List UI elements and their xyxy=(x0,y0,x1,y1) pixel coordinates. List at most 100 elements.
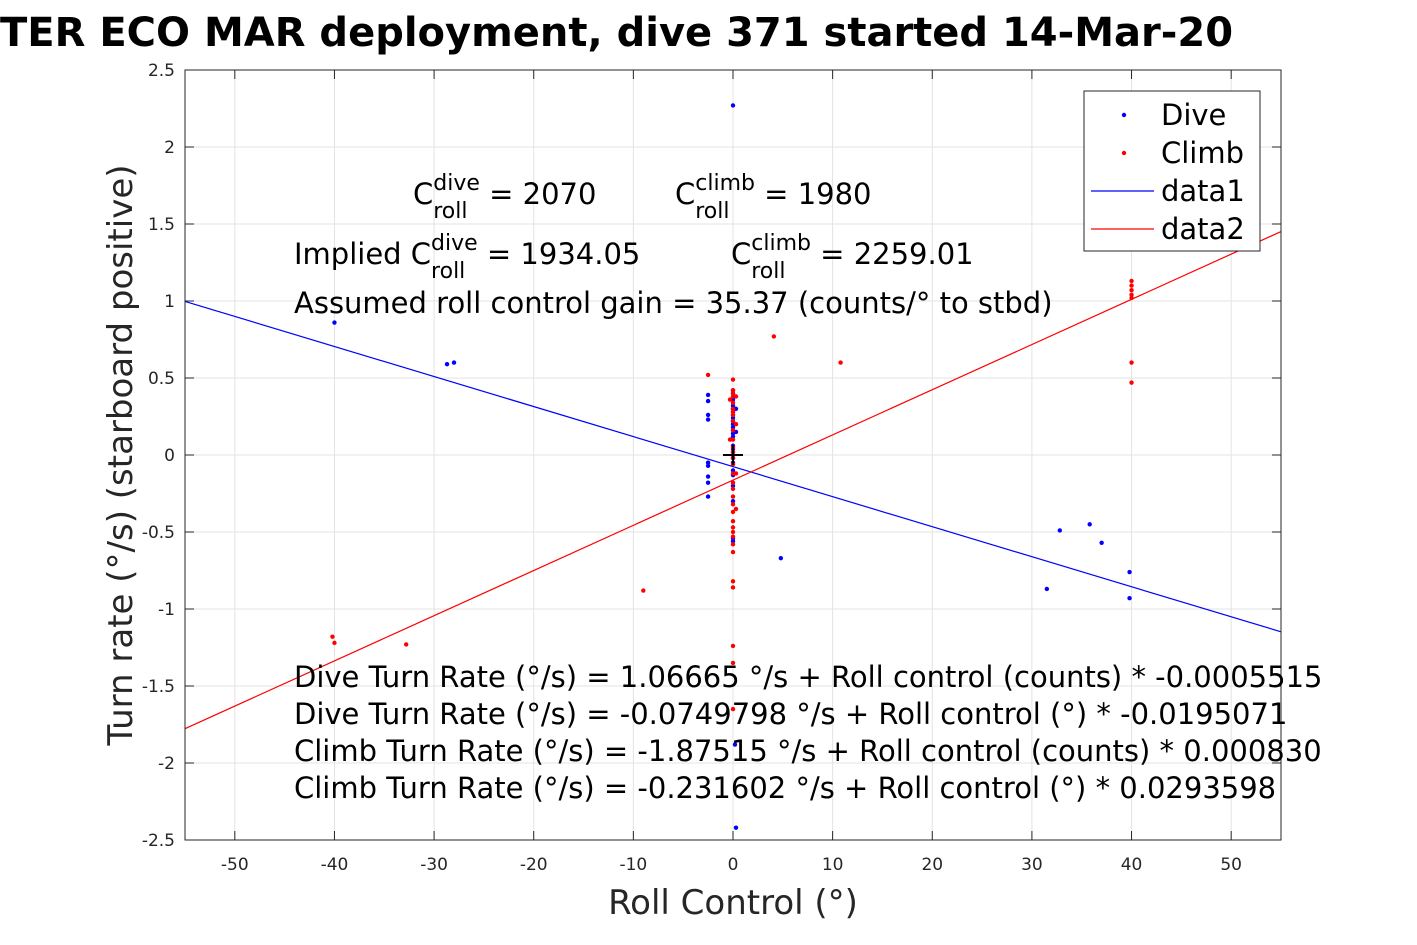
x-tick-label: 0 xyxy=(728,855,739,875)
dive-point xyxy=(705,474,711,479)
climb-point xyxy=(733,506,739,512)
dive-point xyxy=(705,398,711,404)
dive-point xyxy=(444,361,450,367)
x-tick-label: -20 xyxy=(520,855,548,875)
climb-point xyxy=(730,706,736,712)
legend-label: Dive xyxy=(1161,98,1226,132)
climb-point xyxy=(730,519,736,524)
plot-frame xyxy=(184,69,1282,841)
regression-equation: Climb Turn Rate (°/s) = -0.231602 °/s + … xyxy=(294,771,1276,805)
climb-point xyxy=(730,428,736,433)
climb-point xyxy=(1129,292,1134,298)
fit-lines xyxy=(184,230,1282,730)
climb-point xyxy=(403,642,409,647)
climb-point xyxy=(727,397,733,402)
climb-point xyxy=(838,360,843,365)
y-tick-labels: 2.5 2 1.5 1 0.5 0 -0.5 -1 -1.5 -2 -2.5 xyxy=(142,61,175,851)
legend-label: data2 xyxy=(1161,212,1245,246)
climb-point xyxy=(730,418,736,424)
climb-point xyxy=(705,372,711,378)
dive-point xyxy=(1127,569,1132,575)
dive-point xyxy=(1127,596,1132,601)
x-tick-label: 10 xyxy=(822,855,844,875)
climb-point xyxy=(730,660,736,666)
dive-point xyxy=(1057,528,1063,533)
x-axis-label: Roll Control (°) xyxy=(608,883,858,923)
climb-point xyxy=(1129,288,1134,293)
climb-point xyxy=(1129,380,1134,385)
dive-point xyxy=(730,434,736,439)
dive-point xyxy=(730,403,736,408)
regression-equation: Dive Turn Rate (°/s) = 1.06665 °/s + Rol… xyxy=(294,660,1322,694)
dive-point xyxy=(730,103,736,108)
y-tick-label: -0.5 xyxy=(142,523,175,543)
c-roll-dive: Cdive roll = 2070 xyxy=(413,171,596,224)
dive-point xyxy=(733,825,739,830)
climb-point xyxy=(730,579,736,584)
dive-point xyxy=(778,555,784,561)
legend-marker xyxy=(1121,112,1127,118)
y-axis-label: Turn rate (°/s) (starboard positive) xyxy=(101,164,141,746)
x-tick-label: 30 xyxy=(1021,855,1043,875)
climb-point xyxy=(730,534,736,539)
x-tick-label: 20 xyxy=(921,855,943,875)
climb-point xyxy=(730,400,736,405)
climb-point xyxy=(730,409,736,415)
climb-point xyxy=(332,640,337,646)
dive-point xyxy=(730,425,736,430)
legend-marker xyxy=(1121,150,1127,156)
roll-gain-text: Assumed roll control gain = 35.37 (count… xyxy=(294,286,1053,320)
climb-point xyxy=(1129,360,1134,365)
climb-point xyxy=(730,585,736,590)
x-tick-label: -10 xyxy=(619,855,647,875)
dive-point xyxy=(1044,586,1050,592)
y-tick-label: 0.5 xyxy=(148,369,175,389)
climb-point xyxy=(730,502,736,507)
climb-point xyxy=(733,422,739,427)
climb-point xyxy=(641,588,646,593)
climb-point xyxy=(733,394,739,399)
regression-equation: Climb Turn Rate (°/s) = -1.87515 °/s + R… xyxy=(294,734,1322,768)
dive-point xyxy=(705,417,711,422)
climb-point xyxy=(771,334,777,339)
x-tick-label: -50 xyxy=(221,855,249,875)
y-tick-label: 1 xyxy=(164,292,175,312)
climb-point xyxy=(730,391,736,396)
dive-point xyxy=(730,539,736,544)
x-tick-label: -30 xyxy=(420,855,448,875)
dive-point xyxy=(705,480,711,485)
climb-point xyxy=(730,412,736,418)
climb-point xyxy=(727,437,733,442)
y-tick-label: -1.5 xyxy=(142,677,175,697)
dive-point xyxy=(705,412,711,418)
y-tick-label: -2 xyxy=(158,754,175,774)
y-tick-label: 2.5 xyxy=(148,61,175,81)
climb-point xyxy=(730,406,736,411)
climb-point xyxy=(730,542,736,547)
legend-label: data1 xyxy=(1161,174,1245,208)
regression-equation: Dive Turn Rate (°/s) = -0.0749798 °/s + … xyxy=(294,697,1287,731)
climb-point xyxy=(330,634,335,639)
chart-title: TER ECO MAR deployment, dive 371 started… xyxy=(0,10,1233,56)
dive-point xyxy=(705,460,711,465)
y-tick-label: 2 xyxy=(164,138,175,158)
climb-point xyxy=(730,377,736,382)
dive-point xyxy=(451,360,457,365)
dive-point xyxy=(705,392,711,398)
climb-point xyxy=(733,471,739,476)
y-tick-label: 1.5 xyxy=(148,215,175,235)
dive-point xyxy=(732,742,738,747)
climb-point xyxy=(1129,283,1134,288)
dive-point xyxy=(730,499,736,504)
dive-point xyxy=(1087,522,1092,527)
x-tick-label: 50 xyxy=(1220,855,1242,875)
x-tick-label: -40 xyxy=(321,855,349,875)
fit-line-data1 xyxy=(184,300,1282,633)
climb-point xyxy=(730,480,736,485)
legend-label: Climb xyxy=(1161,136,1244,170)
fit-line-data2 xyxy=(184,230,1282,730)
climb-point xyxy=(730,549,736,555)
climb-point xyxy=(730,529,736,535)
dive-point xyxy=(705,463,711,468)
